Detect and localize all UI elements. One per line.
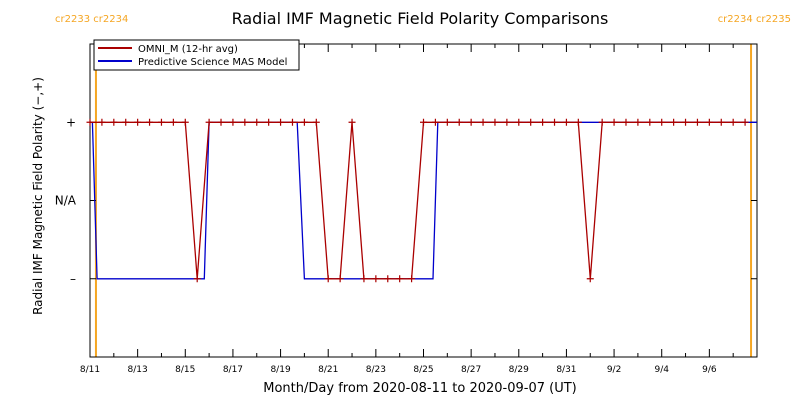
x-tick-label: 9/6 [702, 365, 717, 375]
x-tick-label: 8/11 [80, 365, 100, 375]
omni-point [729, 118, 737, 126]
omni-point [491, 118, 499, 126]
omni-point [539, 118, 547, 126]
y-tick-label: – [70, 272, 76, 286]
omni-point [479, 118, 487, 126]
omni-point [634, 118, 642, 126]
x-tick-label: 8/23 [366, 365, 386, 375]
omni-point [396, 275, 404, 283]
x-tick-label: 8/27 [461, 365, 481, 375]
omni-point [181, 118, 189, 126]
omni-point [360, 275, 368, 283]
omni-point [598, 118, 606, 126]
omni-point [646, 118, 654, 126]
x-tick-label: 9/4 [654, 365, 669, 375]
legend: OMNI_M (12-hr avg) Predictive Science MAS… [93, 39, 300, 71]
y-axis-label: Radial IMF Magnetic Field Polarity (−,+) [31, 77, 45, 315]
omni-point [193, 275, 201, 283]
omni-point [324, 275, 332, 283]
omni-point [455, 118, 463, 126]
omni-point [503, 118, 511, 126]
omni-point [265, 118, 273, 126]
omni-point [443, 118, 451, 126]
omni-point [300, 118, 308, 126]
omni-point [312, 118, 320, 126]
omni-point [670, 118, 678, 126]
x-tick-label: 8/15 [175, 365, 195, 375]
model-series [90, 121, 757, 280]
omni-point [551, 118, 559, 126]
x-tick-label: 8/21 [318, 365, 338, 375]
carrington-label-next: cr2234 [93, 14, 128, 25]
y-axis-ticks: + N/A – [55, 115, 757, 286]
model-line [90, 121, 757, 280]
omni-point [682, 118, 690, 126]
omni-point [741, 118, 749, 126]
legend-label: OMNI_M (12-hr avg) [138, 44, 238, 55]
omni-point [122, 118, 130, 126]
carrington-label-next: cr2235 [756, 14, 791, 25]
omni-point [277, 118, 285, 126]
omni-series [86, 118, 749, 283]
omni-point [336, 275, 344, 283]
x-tick-label: 8/31 [556, 365, 576, 375]
omni-point [217, 118, 225, 126]
x-tick-label: 9/2 [607, 365, 621, 375]
omni-point [169, 118, 177, 126]
x-tick-label: 8/19 [270, 365, 290, 375]
x-axis-ticks: 8/11 8/13 8/15 8/17 8/19 8/21 8/23 8/25 8/27 8/29… [80, 44, 758, 375]
omni-point [157, 118, 165, 126]
x-axis-label: Month/Day from 2020-08-11 to 2020-09-07 … [263, 381, 576, 396]
omni-point [586, 275, 594, 283]
omni-point [562, 118, 570, 126]
omni-point [622, 118, 630, 126]
y-tick-label: + [66, 115, 76, 129]
omni-line [90, 121, 746, 280]
omni-point [527, 118, 535, 126]
omni-point [658, 118, 666, 126]
y-tick-label: N/A [55, 194, 77, 208]
omni-point [717, 118, 725, 126]
omni-point [229, 118, 237, 126]
omni-point [134, 118, 142, 126]
carrington-label: cr2233 cr2234 [55, 14, 128, 25]
omni-point [288, 118, 296, 126]
omni-point [372, 275, 380, 283]
omni-point [574, 118, 582, 126]
omni-point [205, 118, 213, 126]
omni-point [467, 118, 475, 126]
omni-point [98, 118, 106, 126]
omni-point [86, 118, 94, 126]
x-tick-label: 8/25 [413, 365, 433, 375]
omni-point [110, 118, 118, 126]
legend-box [93, 39, 300, 71]
plot-frame [89, 43, 758, 358]
omni-point [253, 118, 261, 126]
legend-label: Predictive Science MAS Model [138, 57, 287, 68]
x-tick-label: 8/29 [509, 365, 529, 375]
omni-point [431, 118, 439, 126]
omni-point [610, 118, 618, 126]
omni-point [705, 118, 713, 126]
omni-point [348, 118, 356, 126]
omni-point [384, 275, 392, 283]
carrington-label: cr2234 cr2235 [718, 14, 791, 25]
x-tick-label: 8/17 [223, 365, 243, 375]
omni-point [146, 118, 154, 126]
omni-point [515, 118, 523, 126]
omni-point [241, 118, 249, 126]
chart-title: Radial IMF Magnetic Field Polarity Compa… [232, 9, 609, 28]
omni-point [420, 118, 427, 126]
omni-point [408, 275, 416, 283]
omni-point [693, 118, 701, 126]
x-tick-label: 8/13 [128, 365, 148, 375]
